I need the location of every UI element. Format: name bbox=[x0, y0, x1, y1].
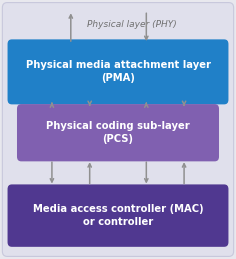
Text: Physical coding sub-layer
(PCS): Physical coding sub-layer (PCS) bbox=[46, 121, 190, 144]
Text: Physical layer (PHY): Physical layer (PHY) bbox=[87, 20, 177, 29]
Text: Physical media attachment layer
(PMA): Physical media attachment layer (PMA) bbox=[25, 60, 211, 83]
FancyBboxPatch shape bbox=[2, 3, 234, 256]
FancyBboxPatch shape bbox=[8, 184, 228, 247]
FancyBboxPatch shape bbox=[8, 39, 228, 104]
FancyBboxPatch shape bbox=[17, 104, 219, 161]
Text: Media access controller (MAC)
or controller: Media access controller (MAC) or control… bbox=[33, 204, 203, 227]
